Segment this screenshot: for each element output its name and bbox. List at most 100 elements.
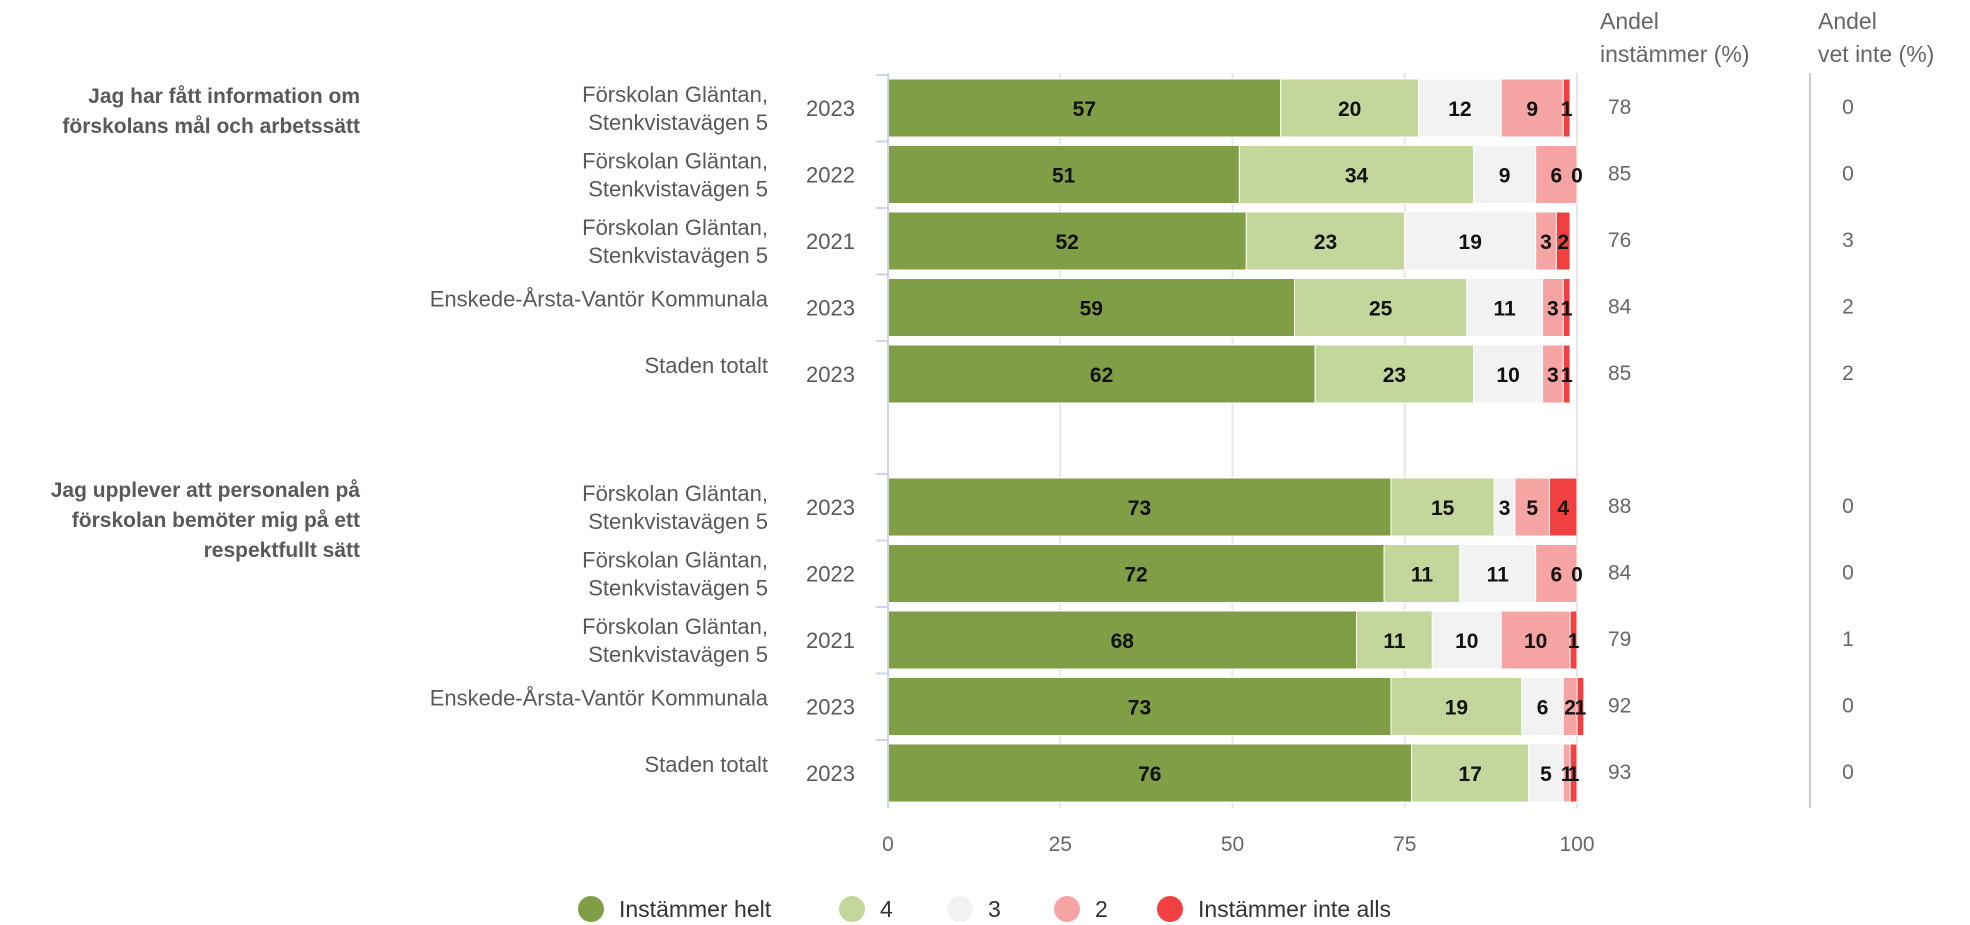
- data-label: 59: [1080, 298, 1103, 321]
- data-label: 15: [1431, 497, 1455, 520]
- row-label: Stenkvistavägen 5: [588, 243, 768, 268]
- legend-swatch: [578, 896, 604, 922]
- legend-label: 2: [1095, 896, 1108, 922]
- bar-segment: [1238, 145, 1475, 204]
- data-label: 1: [1561, 364, 1573, 387]
- bar-segment: [1383, 544, 1461, 603]
- bar-segment: [1390, 477, 1495, 537]
- data-label: 1: [1568, 763, 1580, 786]
- x-tick-label: 100: [1559, 833, 1594, 856]
- data-label: 6: [1550, 165, 1562, 188]
- legend-label: Instämmer helt: [619, 896, 772, 922]
- data-label: 11: [1494, 298, 1517, 321]
- data-label: 0: [1571, 165, 1583, 188]
- bar-segment: [1356, 610, 1433, 670]
- agree-column-header: instämmer (%): [1600, 41, 1750, 67]
- row-label: Staden totalt: [644, 752, 768, 777]
- agree-value: 78: [1608, 96, 1631, 119]
- row-label: Enskede-Årsta-Vantör Kommunala: [430, 287, 769, 312]
- data-label: 10: [1455, 630, 1478, 653]
- data-label: 19: [1445, 697, 1468, 720]
- bar-segment: [1473, 344, 1544, 404]
- bar-segment: [1576, 677, 1585, 736]
- bar-segment: [1390, 677, 1523, 736]
- bar-segment: [1500, 78, 1564, 138]
- data-label: 9: [1526, 98, 1538, 121]
- agree-value: 79: [1608, 628, 1631, 651]
- row-label: Enskede-Årsta-Vantör Kommunala: [430, 686, 769, 711]
- dont-know-value: 3: [1842, 229, 1854, 252]
- bar-segment: [1528, 743, 1564, 803]
- bar-segment: [1431, 610, 1502, 670]
- bar-segment: [887, 145, 1240, 204]
- data-label: 23: [1314, 231, 1337, 254]
- bar-segment: [1562, 344, 1571, 404]
- bar-segment: [1555, 211, 1571, 271]
- row-label: Förskolan Gläntan,: [582, 82, 768, 107]
- data-label: 68: [1111, 630, 1135, 653]
- data-label: 3: [1540, 231, 1552, 254]
- legend-label: 3: [988, 896, 1001, 922]
- data-label: 11: [1383, 630, 1406, 653]
- dont-know-value: 0: [1842, 163, 1854, 186]
- labels: Jag har fått information om förskolans må…: [51, 8, 1935, 786]
- legend-swatch: [1157, 896, 1183, 922]
- bar-segment: [1562, 278, 1571, 337]
- question-label: förskolans mål och arbetssätt: [62, 115, 360, 138]
- dont-know-value: 0: [1842, 695, 1854, 718]
- x-tick-label: 25: [1049, 833, 1072, 856]
- dont-know-value: 0: [1842, 96, 1854, 119]
- bar-segment: [887, 344, 1316, 404]
- x-axis: 0 25 50 75 100: [876, 73, 1811, 856]
- data-label: 76: [1138, 763, 1161, 786]
- data-label: 1: [1561, 763, 1573, 786]
- dont-know-value: 0: [1842, 562, 1854, 585]
- dont-know-value: 2: [1842, 296, 1854, 319]
- row-year: 2023: [806, 96, 855, 121]
- data-label: 3: [1547, 298, 1559, 321]
- dont-know-value: 2: [1842, 362, 1854, 385]
- bar-segment: [1535, 544, 1578, 603]
- data-label: 5: [1540, 763, 1552, 786]
- row-year: 2022: [806, 562, 855, 587]
- question-label: förskolan bemöter mig på ett: [72, 509, 360, 532]
- bar-segment: [1473, 145, 1537, 204]
- data-label: 6: [1537, 697, 1549, 720]
- data-label: 1: [1568, 630, 1580, 653]
- data-label: 19: [1459, 231, 1482, 254]
- data-label: 5: [1526, 497, 1538, 520]
- question-label: Jag upplever att personalen på: [51, 479, 361, 502]
- row-year: 2023: [806, 495, 855, 520]
- agree-value: 88: [1608, 495, 1631, 518]
- data-label: 62: [1090, 364, 1113, 387]
- bar-segment: [1280, 78, 1420, 138]
- agree-value: 85: [1608, 362, 1631, 385]
- data-label: 1: [1575, 697, 1587, 720]
- row-label: Förskolan Gläntan,: [582, 548, 768, 573]
- data-label: 52: [1055, 231, 1078, 254]
- row-year: 2023: [806, 296, 855, 321]
- legend-swatch: [839, 896, 865, 922]
- agree-value: 93: [1608, 761, 1631, 784]
- data-label: 12: [1448, 98, 1471, 121]
- bar-segment: [887, 78, 1282, 138]
- bar-segment: [1562, 78, 1571, 138]
- data-label: 17: [1459, 763, 1482, 786]
- data-label: 3: [1547, 364, 1559, 387]
- data-label: 0: [1571, 564, 1583, 587]
- bar-segment: [1569, 610, 1578, 670]
- legend: Instämmer helt 4 3 2 Instämmer inte alls: [578, 896, 1391, 922]
- data-label: 73: [1128, 697, 1151, 720]
- bar-segment: [1294, 278, 1468, 337]
- row-label: Förskolan Gläntan,: [582, 481, 768, 506]
- data-label: 20: [1338, 98, 1361, 121]
- question-label: respektfullt sätt: [204, 539, 360, 562]
- row-label: Förskolan Gläntan,: [582, 614, 768, 639]
- x-tick-label: 50: [1221, 833, 1244, 856]
- bars: [887, 78, 1585, 803]
- bar-segment: [1404, 211, 1537, 271]
- agree-value: 84: [1608, 562, 1632, 585]
- bar-segment: [887, 211, 1247, 271]
- x-tick-label: 0: [882, 833, 894, 856]
